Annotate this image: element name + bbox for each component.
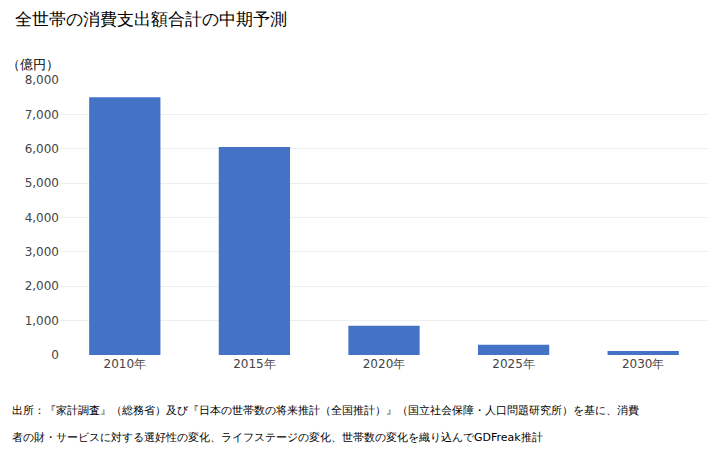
svg-text:2020年: 2020年	[363, 357, 406, 371]
svg-text:8,000: 8,000	[25, 73, 59, 87]
svg-text:5,000: 5,000	[25, 176, 59, 190]
svg-text:0: 0	[51, 348, 59, 362]
svg-text:出所：『家計調査』（総務省）及び『日本の世帯数の将来推計（全: 出所：『家計調査』（総務省）及び『日本の世帯数の将来推計（全国推計）』（国立社会…	[12, 404, 639, 417]
svg-text:7,000: 7,000	[25, 108, 59, 122]
svg-text:6,000: 6,000	[25, 142, 59, 156]
svg-text:2030年: 2030年	[622, 357, 665, 371]
svg-text:2010年: 2010年	[104, 357, 147, 371]
svg-text:4,000: 4,000	[25, 211, 59, 225]
svg-text:（億円）: （億円）	[7, 57, 59, 72]
svg-text:2,000: 2,000	[25, 279, 59, 293]
svg-text:3,000: 3,000	[25, 245, 59, 259]
svg-text:2015年: 2015年	[233, 357, 276, 371]
svg-text:者の財・サービスに対する選好性の変化、ライフステージの変化、: 者の財・サービスに対する選好性の変化、ライフステージの変化、世帯数の変化を織り込…	[12, 431, 543, 444]
svg-text:全世帯の消費支出額合計の中期予測: 全世帯の消費支出額合計の中期予測	[15, 9, 287, 29]
svg-text:2025年: 2025年	[492, 357, 535, 371]
svg-text:1,000: 1,000	[25, 314, 59, 328]
